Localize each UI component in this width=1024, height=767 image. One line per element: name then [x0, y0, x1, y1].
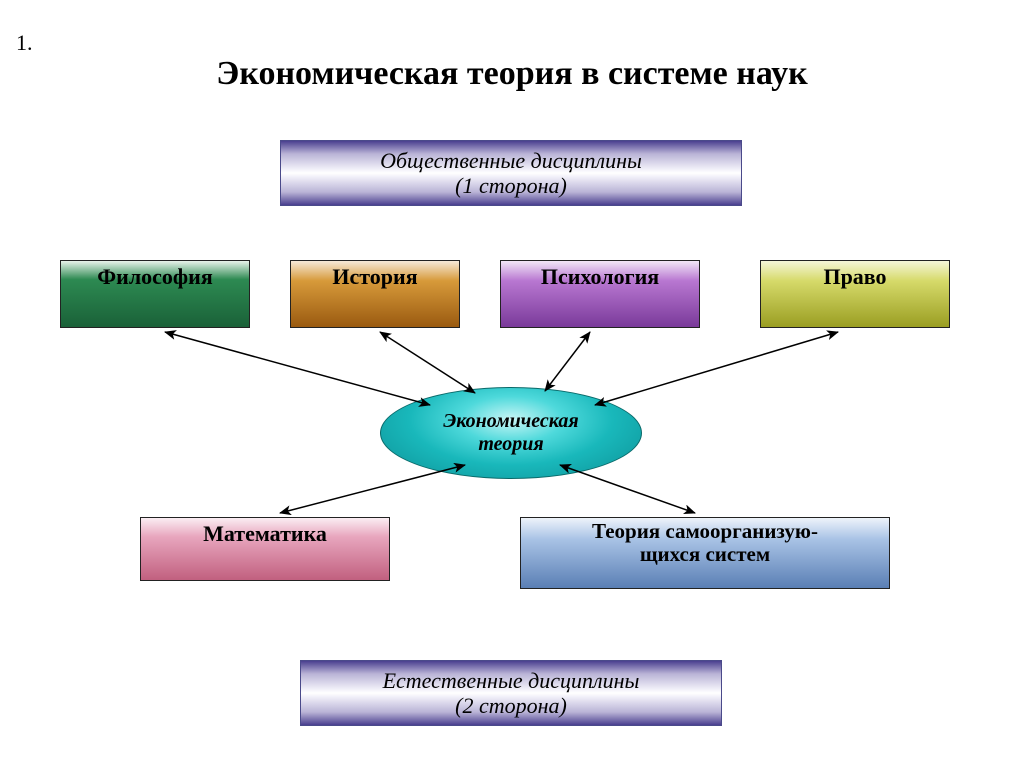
banner-line2: (2 сторона) [455, 693, 567, 718]
node-psychology: Психология [500, 260, 700, 328]
node-label: Право [823, 265, 886, 289]
page-title: Экономическая теория в системе наук [0, 55, 1024, 93]
node-label: Математика [203, 522, 327, 546]
center-line2: теория [478, 433, 543, 456]
slide-number: 1. [16, 30, 33, 56]
node-label: История [332, 265, 417, 289]
connector-arrows [0, 0, 1024, 767]
banner-line1: Общественные дисциплины [380, 148, 642, 173]
node-mathematics: Математика [140, 517, 390, 581]
node-self-organizing-systems: Теория самоорганизую- щихся систем [520, 517, 890, 589]
node-label: Философия [97, 265, 212, 289]
node-law: Право [760, 260, 950, 328]
banner-natural-disciplines: Естественные дисциплины (2 сторона) [300, 660, 722, 726]
divider-dotted-left [60, 430, 380, 436]
node-label: Психология [541, 265, 659, 289]
node-label-line1: Теория самоорганизую- [592, 520, 818, 543]
node-philosophy: Философия [60, 260, 250, 328]
banner-social-disciplines: Общественные дисциплины (1 сторона) [280, 140, 742, 206]
divider-dotted-right [640, 430, 960, 436]
node-history: История [290, 260, 460, 328]
node-economic-theory: Экономическая теория [380, 387, 640, 477]
center-line1: Экономическая [443, 410, 579, 433]
banner-line2: (1 сторона) [455, 173, 567, 198]
banner-line1: Естественные дисциплины [383, 668, 640, 693]
node-label-line2: щихся систем [640, 543, 770, 566]
